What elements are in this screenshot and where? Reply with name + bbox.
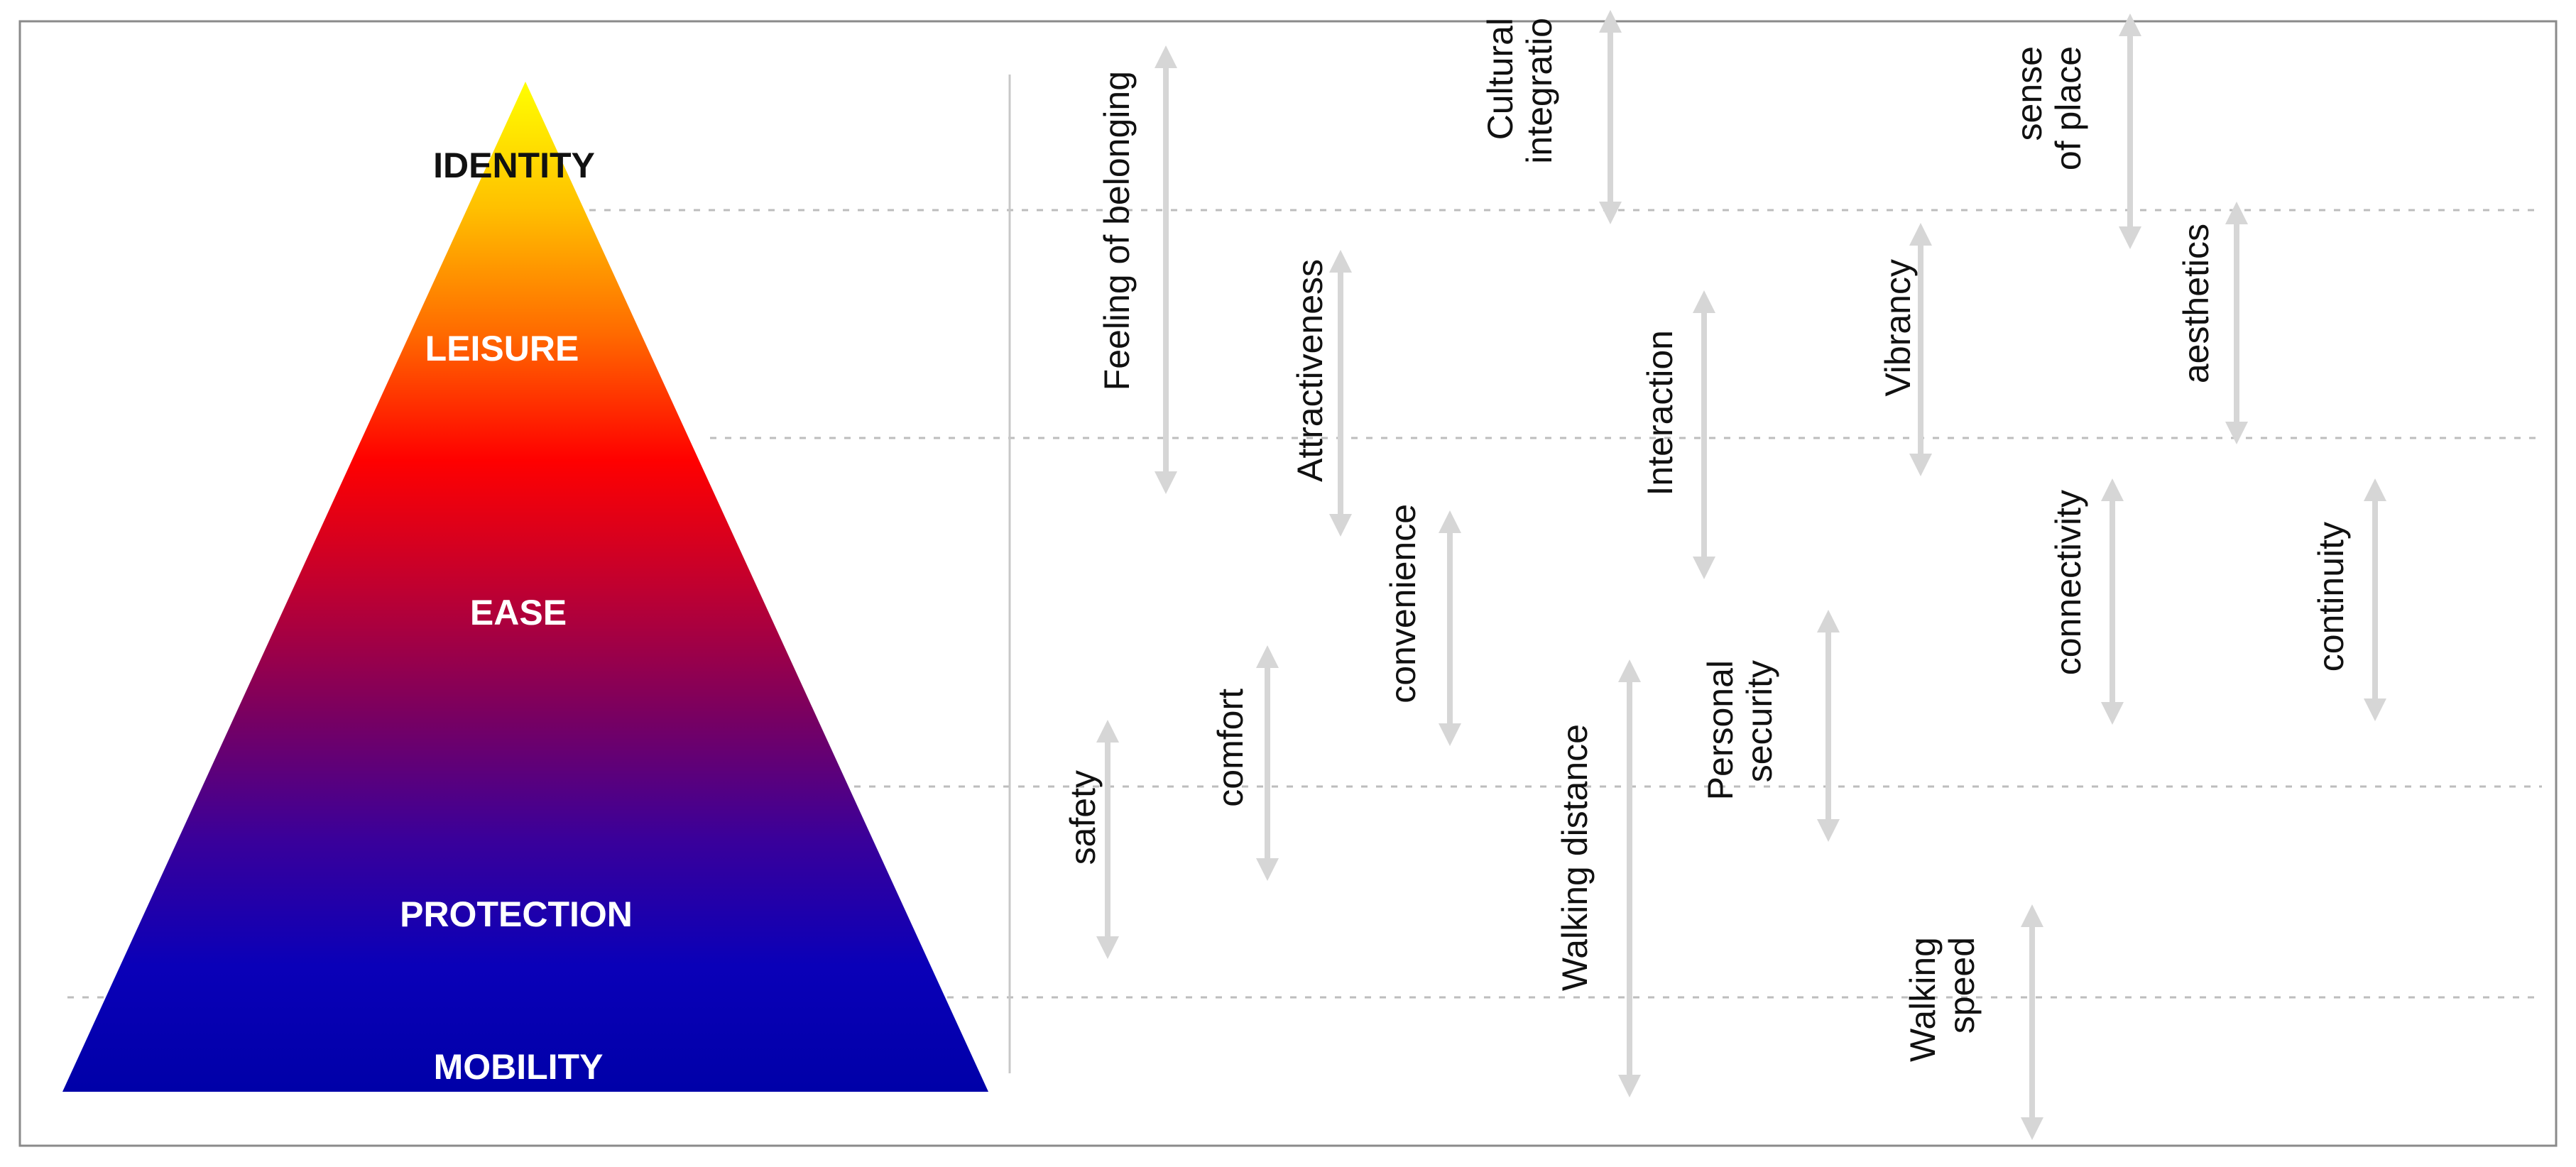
label-safety: safety [1063,770,1103,865]
level-label-protection: PROTECTION [400,894,633,934]
label-feeling-of-belonging: Feeling of belonging [1097,71,1137,390]
attribute-labels: Feeling of belonging Culturalintegratio … [1063,18,2351,1062]
level-label-identity: IDENTITY [433,146,595,185]
label-convenience: convenience [1383,504,1423,703]
label-attractiveness: Attractiveness [1290,259,1330,482]
label-cultural-integration: Culturalintegratio [1480,18,1559,164]
label-comfort: comfort [1211,689,1250,807]
label-walking-distance: Walking distance [1555,724,1595,991]
label-walking-speed: Walkingspeed [1903,937,1982,1062]
label-interaction: Interaction [1640,330,1680,495]
level-label-mobility: MOBILITY [434,1047,604,1087]
label-connectivity: connectivity [2048,490,2088,675]
level-label-leisure: LEISURE [425,329,579,368]
label-sense-of-place: senseof place [2009,46,2088,170]
pyramid [62,82,988,1092]
level-label-ease: EASE [470,593,567,632]
level-labels: IDENTITY LEISURE EASE PROTECTION MOBILIT… [400,146,633,1087]
label-vibrancy: Vibrancy [1878,259,1918,397]
label-continuity: continuity [2311,522,2351,672]
label-aesthetics: aesthetics [2176,224,2216,383]
label-personal-security: Personalsecurity [1701,660,1779,800]
attribute-arrows [1096,10,2386,1140]
